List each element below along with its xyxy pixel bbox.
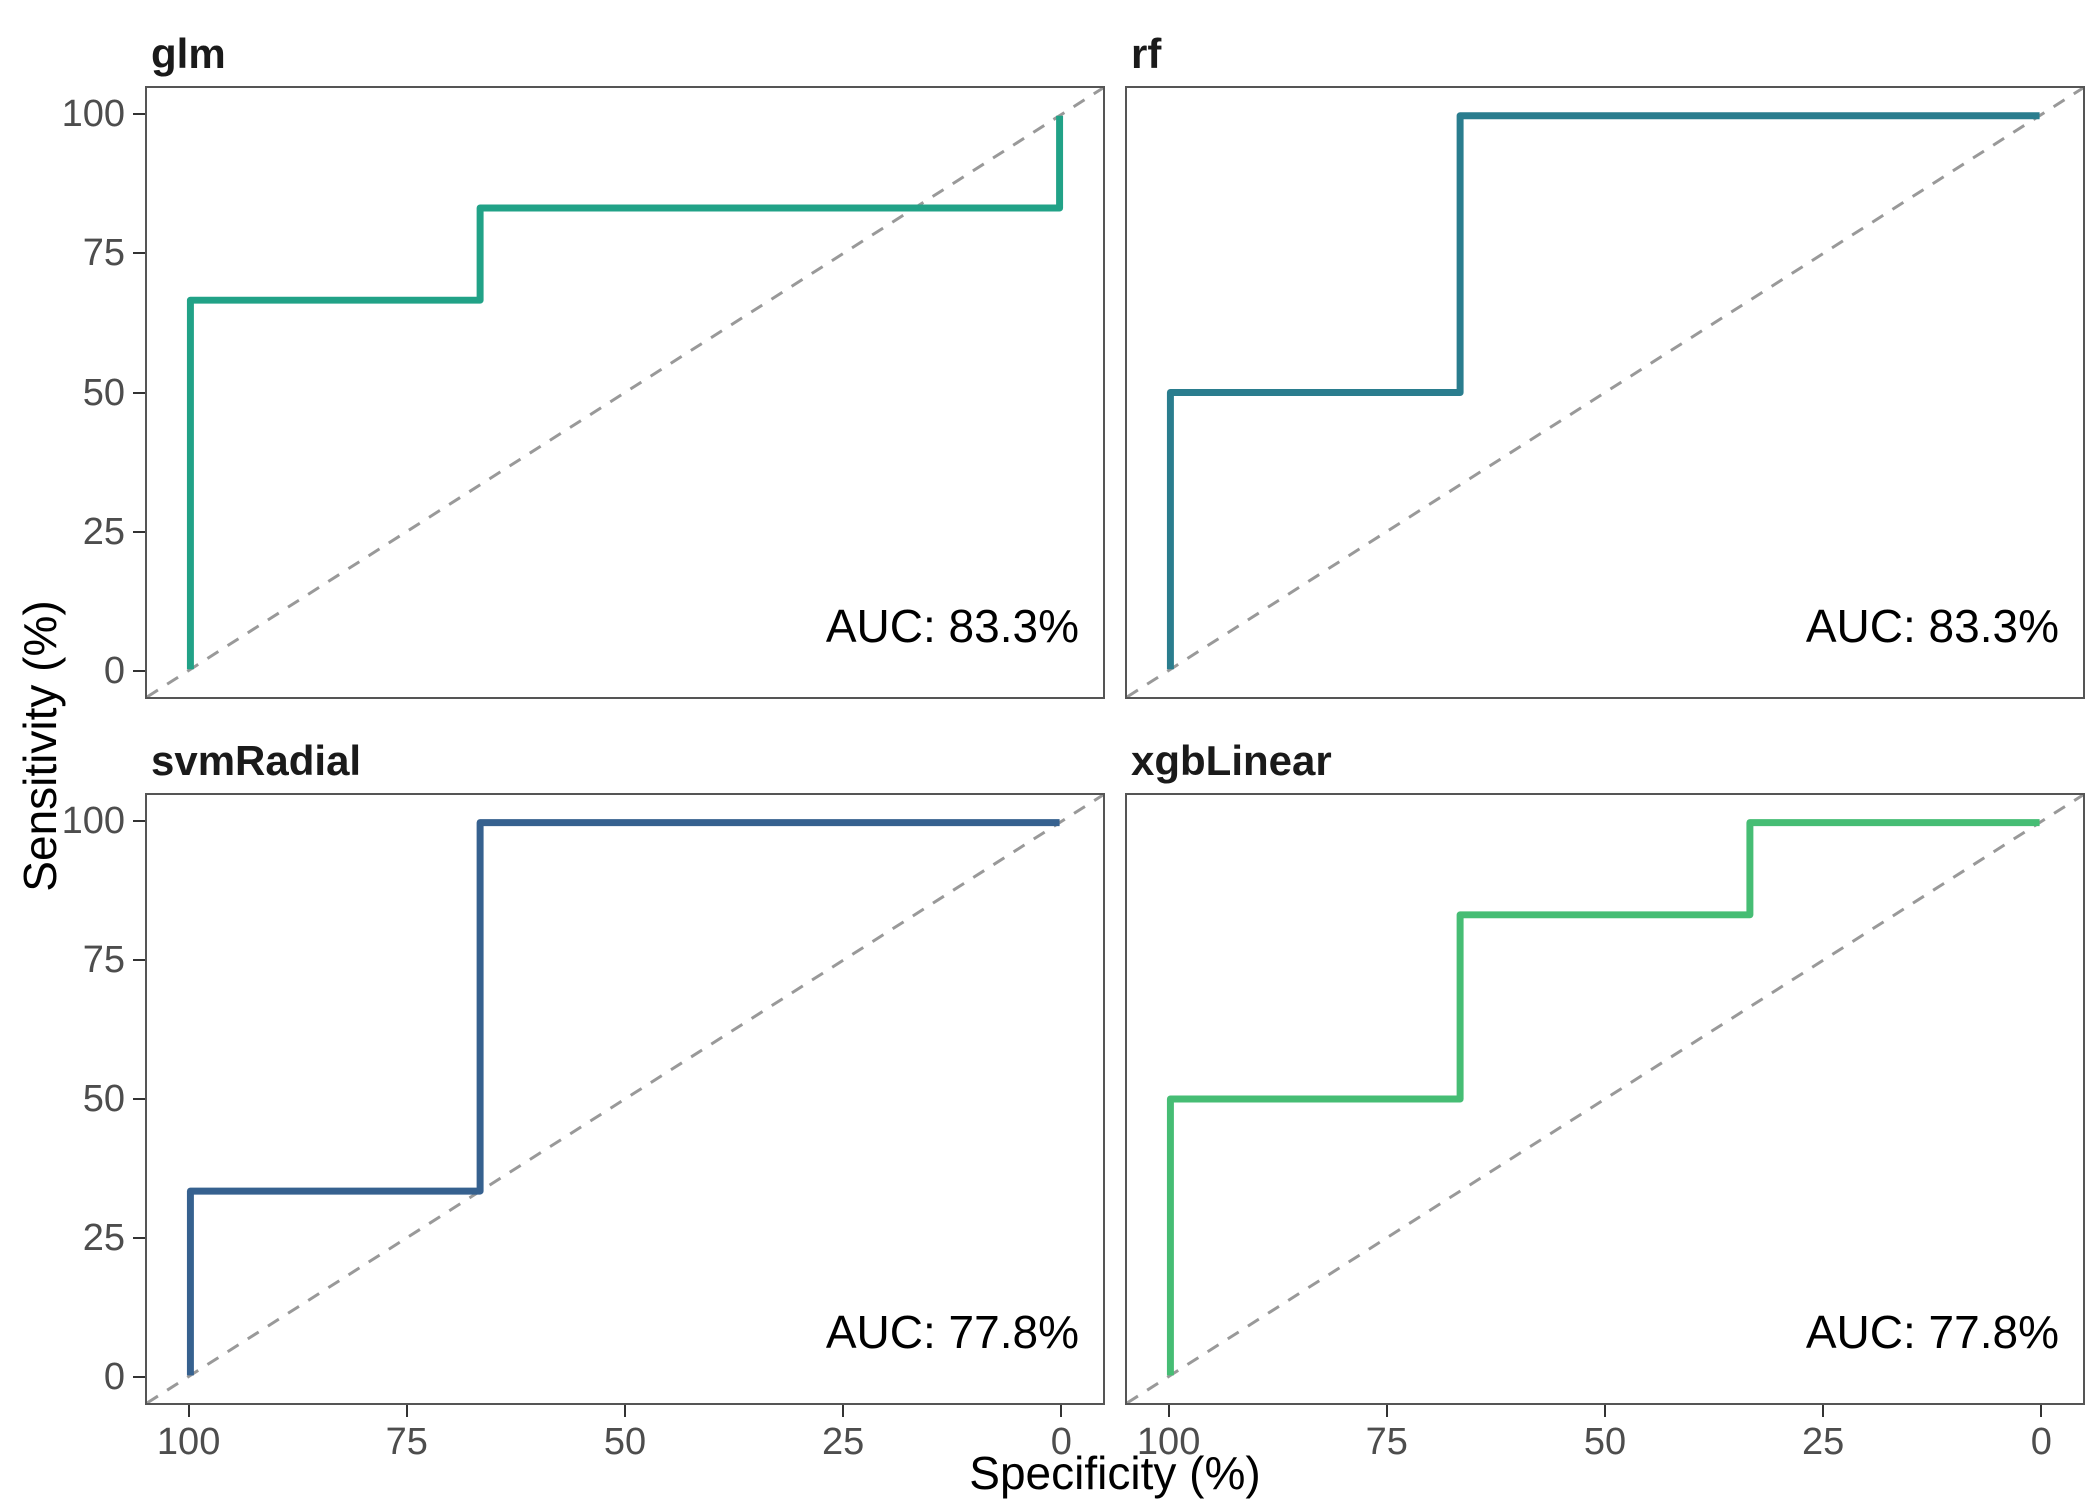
auc-label-xgbLinear: AUC: 77.8% bbox=[1805, 1306, 2059, 1358]
strip-title-rf: rf bbox=[1131, 30, 1162, 77]
x-tick-label: 50 bbox=[603, 1421, 647, 1463]
x-tick-label: 25 bbox=[1802, 1421, 1845, 1463]
x-tick-label: 75 bbox=[385, 1421, 428, 1463]
chance-diagonal bbox=[1127, 795, 2083, 1403]
y-tick-label: 25 bbox=[82, 510, 125, 553]
x-tick-mark bbox=[1060, 1405, 1063, 1417]
strip-title-glm: glm bbox=[151, 30, 226, 77]
strip-title-svmRadial: svmRadial bbox=[151, 737, 362, 784]
y-tick-mark bbox=[133, 958, 145, 961]
y-tick-label: 0 bbox=[103, 1356, 125, 1399]
y-tick-mark bbox=[133, 1376, 145, 1379]
roc-curve-rf bbox=[1166, 112, 2040, 670]
x-tick-mark bbox=[187, 1405, 190, 1417]
x-tick-label: 100 bbox=[1136, 1421, 1201, 1463]
x-tick-mark bbox=[842, 1405, 845, 1417]
roc-curve-svmRadial bbox=[186, 819, 1060, 1376]
x-tick-label: 100 bbox=[156, 1421, 221, 1463]
x-tick-mark bbox=[1604, 1405, 1606, 1417]
y-tick-label: 75 bbox=[82, 232, 125, 275]
y-tick-label: 50 bbox=[82, 371, 125, 414]
y-tick-label: 25 bbox=[82, 1217, 125, 1260]
plot-area-glm bbox=[147, 88, 1103, 697]
y-tick-label: 50 bbox=[82, 1078, 125, 1120]
auc-label-rf: AUC: 83.3% bbox=[1805, 600, 2059, 652]
panel-rf: rf AUC: 83.3% bbox=[1125, 30, 2085, 699]
x-tick-label: 25 bbox=[822, 1421, 865, 1463]
x-tick-mark bbox=[1822, 1405, 1825, 1417]
x-tick-label: 50 bbox=[1583, 1421, 1627, 1463]
y-tick-label: 100 bbox=[61, 799, 125, 842]
y-tick-mark bbox=[133, 1098, 145, 1100]
x-tick-label: 0 bbox=[2030, 1421, 2052, 1463]
x-tick-mark bbox=[405, 1405, 408, 1417]
y-tick-mark bbox=[133, 670, 145, 673]
x-tick-label: 0 bbox=[1050, 1421, 1072, 1463]
y-tick-mark bbox=[133, 391, 145, 394]
y-tick-mark bbox=[133, 252, 145, 255]
auc-label-glm: AUC: 83.3% bbox=[825, 600, 1079, 652]
roc-curve-xgbLinear bbox=[1166, 819, 2040, 1376]
y-tick-mark bbox=[133, 530, 145, 533]
panel-svmRadial: svmRadial AUC: 77.8% bbox=[145, 737, 1105, 1405]
y-tick-mark bbox=[133, 1237, 145, 1240]
auc-label-svmRadial: AUC: 77.8% bbox=[825, 1306, 1079, 1358]
panel-glm: glm AUC: 83.3% bbox=[145, 30, 1105, 699]
x-tick-mark bbox=[624, 1405, 626, 1417]
strip-title-xgbLinear: xgbLinear bbox=[1131, 737, 1332, 784]
chance-diagonal bbox=[147, 795, 1103, 1403]
y-axis-title: Sensitivity (%) bbox=[14, 600, 66, 892]
roc-curve-glm bbox=[186, 115, 1064, 670]
x-tick-mark bbox=[1385, 1405, 1388, 1417]
plot-area-xgbLinear bbox=[1127, 795, 2083, 1403]
y-tick-mark bbox=[133, 112, 145, 115]
y-tick-label: 100 bbox=[61, 92, 125, 135]
plot-area-rf bbox=[1127, 88, 2083, 697]
x-tick-label: 75 bbox=[1365, 1421, 1408, 1463]
x-tick-mark bbox=[2040, 1405, 2043, 1417]
y-tick-mark bbox=[133, 819, 145, 822]
x-axis-title: Specificity (%) bbox=[969, 1447, 1261, 1499]
y-tick-label: 0 bbox=[103, 650, 125, 693]
y-tick-label: 75 bbox=[82, 938, 125, 981]
x-tick-mark bbox=[1167, 1405, 1170, 1417]
plot-area-svmRadial bbox=[147, 795, 1103, 1403]
panel-xgbLinear: xgbLinear AUC: 77.8% bbox=[1125, 737, 2085, 1405]
